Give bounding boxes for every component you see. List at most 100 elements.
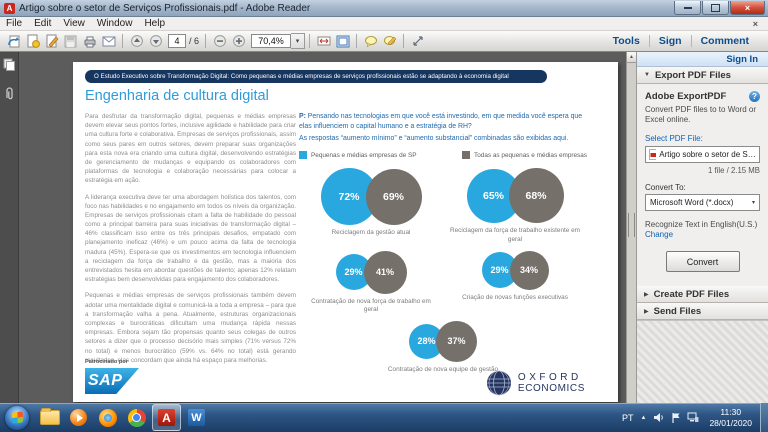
page-down-icon: [149, 35, 162, 47]
convert-format-value: Microsoft Word (*.docx): [650, 197, 734, 207]
previous-page-button[interactable]: [127, 33, 146, 49]
clock-date: 28/01/2020: [709, 417, 752, 428]
create-pdf-button[interactable]: [23, 33, 42, 49]
document-area[interactable]: O Estudo Executivo sobre Transformação D…: [19, 52, 626, 408]
show-desktop-button[interactable]: [760, 403, 768, 432]
close-icon: ×: [744, 2, 751, 13]
selected-file-name: Artigo sobre o setor de Serviços...: [659, 149, 756, 159]
network-button[interactable]: [687, 412, 699, 423]
taskbar-chrome-button[interactable]: [123, 405, 150, 430]
start-button[interactable]: [5, 405, 29, 430]
minimize-icon: [683, 6, 692, 9]
paragraph: Pequenas e médias empresas de serviços p…: [85, 292, 296, 364]
zoom-in-icon: [232, 35, 245, 47]
toolbar: 4 / 6 70,4% ▾ Tools: [0, 31, 768, 52]
open-button[interactable]: [4, 33, 23, 49]
venn-pair: 28% 37% Contratação de nova equipe de ge…: [299, 320, 587, 375]
zoom-out-button[interactable]: [210, 33, 229, 49]
toolbar-separator: [122, 34, 123, 48]
sponsor-label: Patrocinado por: [85, 359, 128, 365]
help-icon[interactable]: ?: [749, 91, 760, 102]
circle-group: 28% 37%: [409, 320, 477, 362]
menu-help[interactable]: Help: [144, 18, 166, 29]
document-scrollbar[interactable]: ▲: [626, 52, 636, 408]
all-circle: 34%: [509, 250, 549, 290]
taskbar-explorer-button[interactable]: [36, 405, 63, 430]
convert-to-label: Convert To:: [645, 182, 686, 192]
menu-window[interactable]: Window: [96, 18, 133, 29]
language-indicator[interactable]: PT: [621, 412, 634, 423]
tab-comment[interactable]: Comment: [700, 35, 749, 47]
zoom-dropdown-button[interactable]: ▾: [291, 33, 306, 49]
convert-format-select[interactable]: Microsoft Word (*.docx) ▾: [645, 193, 760, 211]
menu-file[interactable]: File: [6, 18, 23, 29]
minimize-button[interactable]: [674, 1, 701, 15]
close-button[interactable]: ×: [730, 1, 765, 15]
sign-pen-icon: [46, 34, 58, 48]
highlight-button[interactable]: [380, 33, 399, 49]
page-thumbnails-button[interactable]: [3, 58, 15, 76]
change-link[interactable]: Change: [645, 230, 674, 240]
fit-width-button[interactable]: [314, 33, 333, 49]
pair-label: Contratação de nova força de trabalho em…: [311, 297, 431, 314]
pair-label: Reciclagem da força de trabalho existent…: [449, 227, 580, 243]
next-page-button[interactable]: [146, 33, 165, 49]
convert-button-row: Convert: [645, 251, 760, 273]
taskbar-word-button[interactable]: W: [183, 405, 210, 430]
legend-swatch-gray: [462, 151, 471, 160]
close-document-button[interactable]: ×: [752, 18, 758, 29]
scroll-up-button[interactable]: ▲: [627, 52, 636, 63]
menu-view[interactable]: View: [63, 18, 85, 29]
tab-tools[interactable]: Tools: [612, 35, 640, 47]
fit-page-button[interactable]: [333, 33, 352, 49]
speaker-icon: [654, 413, 664, 422]
venn-pair: 29% 41% Contratação de nova força de tra…: [299, 250, 443, 315]
sign-in-link[interactable]: Sign In: [726, 53, 758, 65]
tab-sign[interactable]: Sign: [658, 35, 682, 47]
sign-button[interactable]: [42, 33, 61, 49]
taskbar-firefox-button[interactable]: [94, 405, 121, 430]
expand-toolbar-button[interactable]: [408, 33, 427, 49]
panel-splitter-grip[interactable]: [628, 213, 635, 237]
tray-expand-button[interactable]: ▲: [640, 414, 647, 421]
section-send-files[interactable]: ▶ Send Files: [637, 303, 768, 321]
window-title: Artigo sobre o setor de Serviços Profiss…: [19, 2, 311, 14]
attachments-button[interactable]: [3, 86, 15, 107]
oxford-line1: OXFORD: [517, 371, 582, 383]
comment-bubble-icon: [364, 36, 377, 47]
sign-in-bar: Sign In: [637, 52, 768, 67]
selected-file-box[interactable]: Artigo sobre o setor de Serviços...: [645, 145, 760, 163]
email-button[interactable]: [99, 33, 118, 49]
action-center-button[interactable]: [671, 412, 681, 423]
volume-button[interactable]: [653, 412, 665, 423]
section-title: Create PDF Files: [653, 288, 730, 300]
taskbar-clock[interactable]: 11:30 28/01/2020: [709, 407, 752, 428]
menu-edit[interactable]: Edit: [34, 18, 52, 29]
zoom-level-input[interactable]: 70,4%: [251, 34, 292, 48]
expand-icon: ▶: [644, 291, 649, 298]
pair-label: Reciclagem da gestão atual: [331, 229, 411, 237]
section-export-pdf-files[interactable]: ▼ Export PDF Files: [637, 67, 768, 84]
taskbar-media-player-button[interactable]: [65, 405, 92, 430]
export-app-title: Adobe ExportPDF: [645, 91, 727, 102]
taskbar-adobe-reader-button[interactable]: A: [152, 404, 181, 431]
toolbar-separator: [309, 34, 311, 48]
save-button[interactable]: [61, 33, 80, 49]
page-number-input[interactable]: 4: [168, 34, 186, 48]
maximize-button[interactable]: [702, 1, 729, 15]
panel-hatched-filler: [637, 320, 768, 408]
oxford-logo-text: OXFORD ECONOMICS: [518, 372, 585, 395]
print-button[interactable]: [80, 33, 99, 49]
section-title: Export PDF Files: [654, 69, 731, 81]
zoom-in-button[interactable]: [229, 33, 248, 49]
play-icon: [76, 413, 83, 422]
export-title-row: Adobe ExportPDF ?: [645, 91, 760, 102]
expand-icon: ▶: [644, 308, 649, 315]
comment-button[interactable]: [361, 33, 380, 49]
venn-pair: 72% 69% Reciclagem da gestão atual: [299, 168, 443, 244]
convert-button[interactable]: Convert: [665, 251, 740, 273]
paperclip-icon: [6, 87, 13, 100]
section-create-pdf-files[interactable]: ▶ Create PDF Files: [637, 286, 768, 304]
toolbar-separator: [356, 34, 358, 48]
